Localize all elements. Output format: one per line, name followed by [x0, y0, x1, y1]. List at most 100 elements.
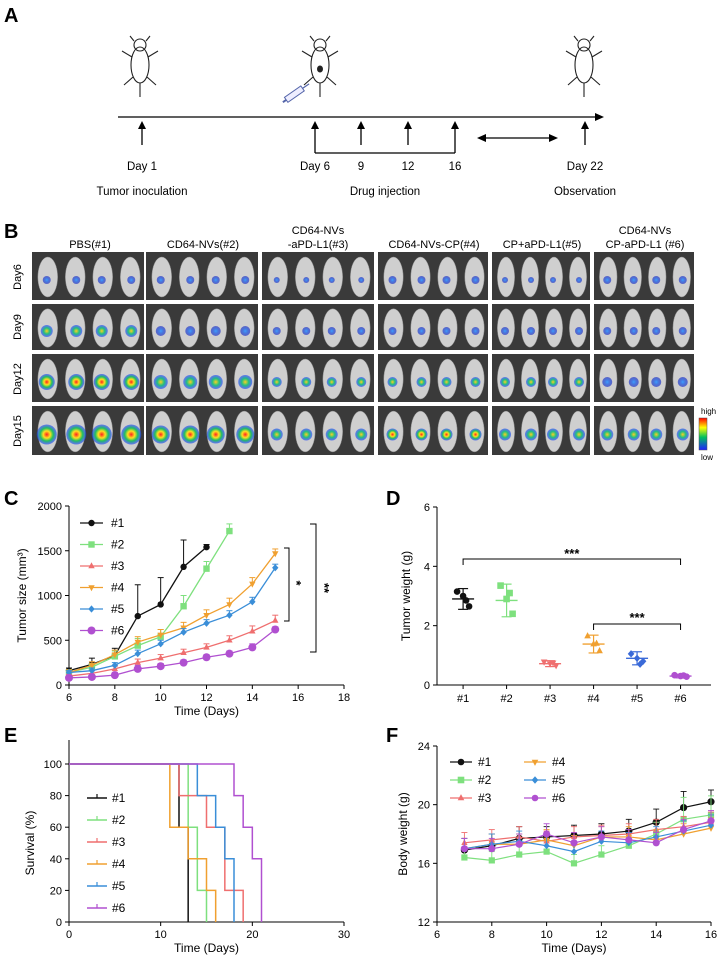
x-tick-label: 6: [66, 692, 72, 704]
syringe-icon: [282, 83, 310, 104]
legend-label-#6: #6: [552, 791, 566, 805]
tumor-signal: [208, 375, 223, 389]
sig-marker-1: *: [289, 580, 304, 586]
legend-label-#2: #2: [478, 773, 492, 787]
tumor-signal: [440, 428, 453, 441]
survival-curve-#5: [69, 763, 235, 922]
sig-marker-2: **: [317, 583, 332, 594]
data-point-#2: [226, 527, 233, 535]
data-point-#6: [515, 840, 523, 848]
tumor-signal: [211, 276, 220, 284]
row-label-day12: Day12: [12, 363, 24, 395]
series-line-#6: [68, 628, 276, 679]
tumor-signal: [325, 428, 338, 441]
data-point-#1: [157, 601, 164, 608]
tumor-signal: [441, 377, 452, 387]
data-point-#2: [497, 582, 504, 589]
data-point-#4: [226, 602, 233, 609]
tumor-signal: [123, 374, 140, 390]
series-line-#1: [464, 801, 712, 851]
data-point-#5: [633, 654, 641, 662]
y-tick-label: 12: [418, 917, 430, 929]
mouse-icon-injection: [301, 35, 339, 98]
tumor-signal: [575, 327, 583, 335]
data-point-#1: [465, 603, 473, 610]
y-tick-label: 20: [50, 885, 62, 897]
legend-marker-#1: [88, 519, 95, 527]
tumor-signal: [271, 377, 282, 387]
tumor-signal: [97, 276, 106, 284]
y-axis-label: Body weight (g): [396, 792, 410, 875]
data-point-#6: [156, 662, 165, 671]
mouse-silhouette: [545, 256, 563, 298]
tumor-signal: [36, 424, 57, 445]
data-point-#1: [462, 597, 470, 604]
tumor-signal: [91, 424, 112, 445]
tumor-signal: [603, 276, 612, 284]
data-point-#5: [249, 598, 256, 606]
data-point-#5: [180, 628, 187, 636]
x-tick-label: 14: [246, 692, 258, 704]
legend-label-#1: #1: [478, 755, 492, 769]
tumor-signal: [416, 377, 427, 387]
mouse-icon-day22: [565, 35, 603, 98]
tumor-signal: [547, 428, 559, 441]
tumor-signal: [470, 377, 481, 387]
data-point-#1: [203, 543, 210, 551]
data-point-#1: [180, 563, 187, 571]
y-tick-label: 0: [56, 680, 62, 692]
x-tick-label: #2: [500, 693, 512, 705]
x-tick-label: 16: [292, 692, 304, 704]
legend-label-#3: #3: [111, 559, 125, 573]
legend-label-#6: #6: [111, 624, 125, 638]
mouse-silhouette: [267, 256, 288, 298]
chart-e-survival: 0 10 20 30 0 20 40 60 80 100 Time (Days) Survival (…: [23, 740, 350, 955]
data-point-#6: [202, 653, 211, 662]
tumor-signal: [66, 424, 87, 445]
legend-marker-#2: [457, 776, 465, 784]
data-point-#4: [88, 663, 96, 670]
tumor-signal: [526, 377, 536, 387]
tumor-signal: [95, 325, 108, 337]
data-point-#4: [680, 831, 687, 838]
chart-d-tumor-weight: 0 2 4 6 #1 #2 #3 #4 #5 #6 Tumor weight (g) *** ***: [399, 502, 711, 705]
panel-f-label: F: [386, 725, 398, 747]
timeline-arrowhead: [595, 113, 604, 121]
tumor-signal: [628, 377, 639, 387]
tumor-signal: [471, 276, 480, 284]
legend-label-#2: #2: [112, 813, 126, 827]
data-point-#6: [460, 845, 468, 853]
tumor-signal: [241, 276, 250, 284]
data-point-#5: [639, 657, 647, 665]
x-tick-label: 0: [66, 929, 72, 941]
data-point-#3: [180, 648, 187, 656]
data-point-#2: [203, 565, 210, 572]
y-axis-label: Survival (%): [23, 811, 37, 876]
data-point-#5: [65, 668, 73, 677]
timeline-day6: Day 6: [300, 161, 330, 173]
sig-bracket-1: [462, 558, 682, 565]
tumor-signal: [502, 277, 508, 283]
tumor-signal: [471, 327, 480, 335]
tumor-signal: [151, 425, 170, 444]
survival-curve-#2: [69, 763, 208, 922]
data-point-#1: [453, 588, 461, 595]
x-tick-label: 16: [705, 929, 717, 941]
data-point-#6: [597, 833, 606, 841]
tumor-signal: [156, 276, 165, 284]
x-tick-label: #6: [674, 693, 686, 705]
legend-label-#5: #5: [111, 602, 125, 616]
scale-low-label: low: [701, 453, 713, 462]
sig-bracket-2: [593, 623, 682, 630]
data-point-#5: [203, 619, 210, 627]
survival-curve-#6: [69, 763, 263, 922]
tumor-signal: [355, 428, 368, 441]
tumor-signal: [155, 326, 166, 336]
series-line-#4: [68, 553, 276, 674]
legend-label-#3: #3: [112, 835, 126, 849]
data-point-#6: [225, 649, 234, 658]
legend-label-#3: #3: [478, 791, 492, 805]
tumor-signal: [206, 425, 225, 444]
series-line-#5: [464, 824, 712, 853]
tumor-signal: [125, 325, 138, 337]
